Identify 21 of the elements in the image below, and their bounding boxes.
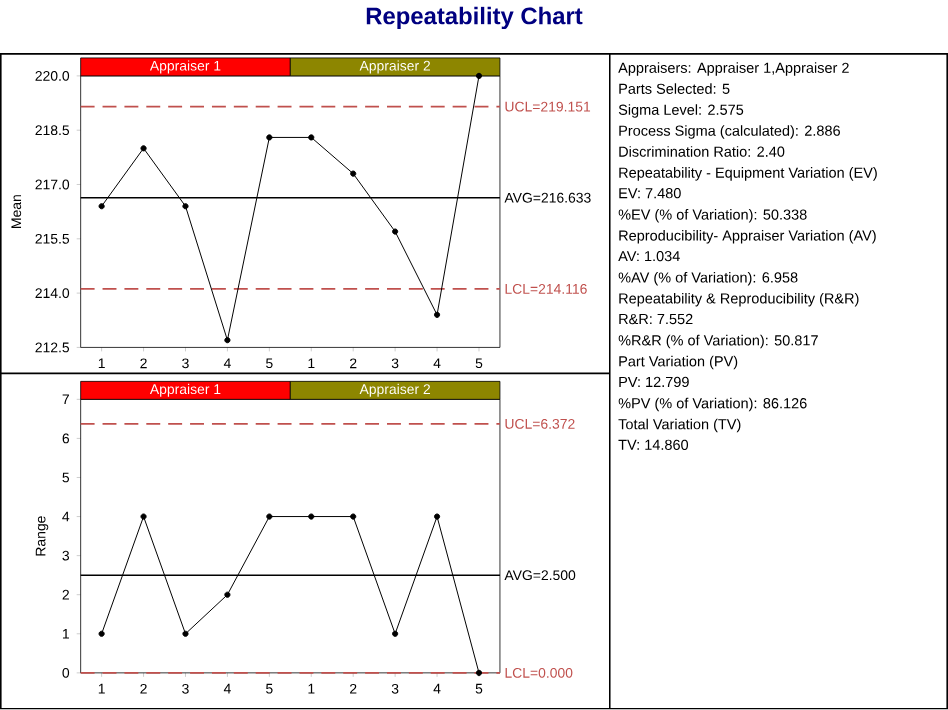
point	[224, 591, 231, 598]
point	[433, 311, 441, 319]
point	[350, 513, 357, 520]
point	[266, 134, 273, 141]
point	[98, 203, 105, 210]
point	[392, 228, 399, 235]
point	[392, 630, 399, 638]
point	[433, 513, 441, 520]
point	[140, 145, 147, 152]
point	[475, 72, 483, 80]
point	[182, 630, 189, 638]
point	[140, 513, 147, 520]
point	[98, 630, 105, 638]
point	[266, 513, 273, 520]
point	[182, 203, 189, 210]
point	[224, 337, 231, 344]
point	[475, 669, 483, 677]
point	[350, 170, 357, 177]
point	[308, 513, 315, 520]
point	[308, 134, 315, 141]
chart-title: Repeatability Chart	[366, 7, 583, 30]
